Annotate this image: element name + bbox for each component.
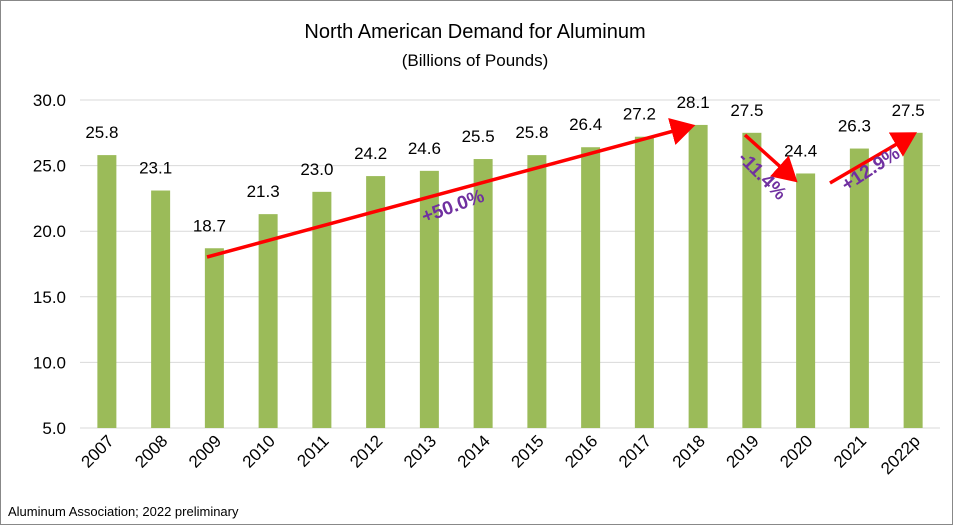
y-tick-label: 25.0	[33, 157, 66, 176]
source-note: Aluminum Association; 2022 preliminary	[8, 504, 239, 519]
value-label: 28.1	[677, 93, 710, 112]
value-label: 24.6	[408, 139, 441, 158]
bar	[527, 155, 547, 428]
y-tick-label: 5.0	[42, 419, 66, 438]
chart-title: North American Demand for Aluminum	[304, 21, 645, 43]
value-label: 24.4	[784, 141, 817, 160]
y-tick-label: 10.0	[33, 353, 66, 372]
value-label: 23.0	[300, 160, 333, 179]
value-label: 25.8	[85, 123, 118, 142]
bar	[151, 190, 171, 428]
y-tick-label: 20.0	[33, 222, 66, 241]
y-tick-label: 15.0	[33, 288, 66, 307]
value-label: 25.5	[462, 127, 495, 146]
bar	[312, 191, 332, 428]
value-label: 27.5	[730, 101, 763, 120]
bar	[258, 214, 278, 428]
value-label: 24.2	[354, 144, 387, 163]
bar	[688, 124, 708, 428]
value-label: 18.7	[193, 216, 226, 235]
y-tick-label: 30.0	[33, 91, 66, 110]
bar	[634, 136, 654, 428]
bar	[97, 155, 117, 428]
arrow	[206, 117, 696, 259]
bar	[419, 170, 439, 428]
bar	[796, 173, 816, 428]
value-label: 23.1	[139, 159, 172, 178]
value-label: 27.2	[623, 105, 656, 124]
bar	[581, 147, 601, 428]
value-label: 21.3	[247, 182, 280, 201]
bar	[849, 148, 869, 428]
value-label: 25.8	[515, 123, 548, 142]
chart-subtitle: (Billions of Pounds)	[402, 51, 548, 70]
trend-arrows	[206, 117, 918, 259]
bar	[903, 132, 923, 429]
value-label: 27.5	[892, 101, 925, 120]
value-label: 26.4	[569, 115, 602, 134]
arrow	[829, 132, 918, 185]
bar	[366, 176, 386, 428]
bar	[204, 248, 224, 428]
value-label: 26.3	[838, 117, 871, 136]
bar	[742, 132, 762, 429]
arrow	[743, 133, 798, 183]
bar	[473, 159, 493, 429]
